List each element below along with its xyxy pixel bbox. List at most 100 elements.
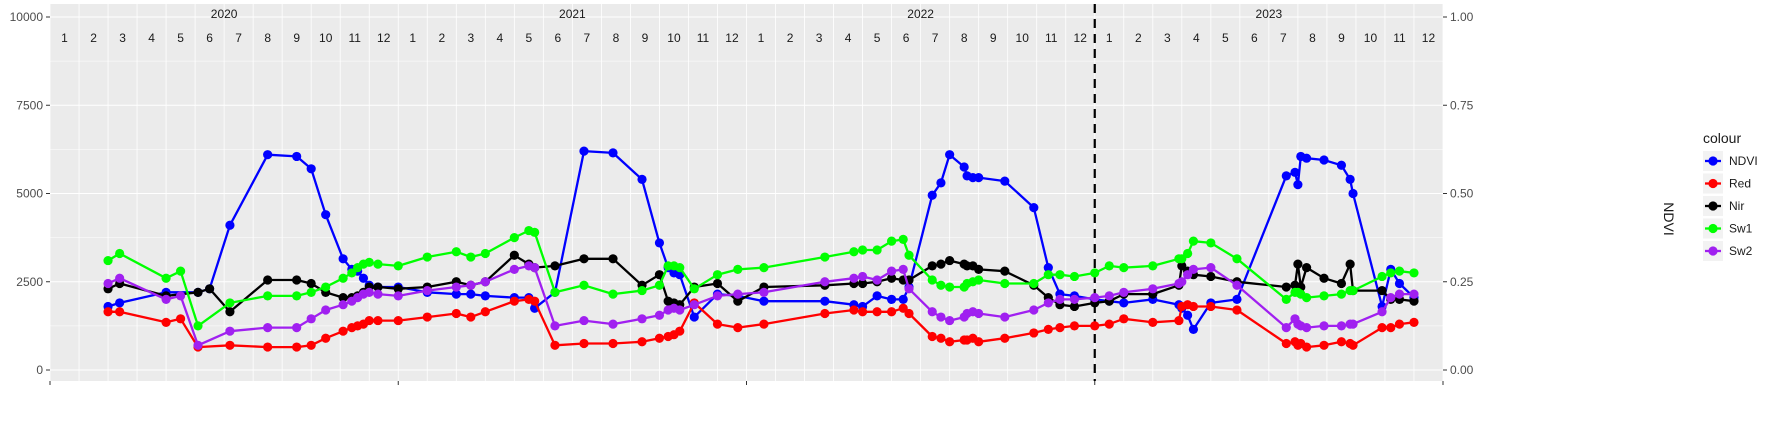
data-point-red (904, 308, 914, 319)
data-point-ndvi (579, 146, 589, 156)
month-label: 3 (1164, 31, 1171, 45)
data-point-sw2 (466, 280, 476, 290)
data-point-red (530, 296, 540, 306)
data-point-red (936, 333, 946, 343)
data-point-sw1 (338, 273, 348, 283)
data-point-sw1 (904, 250, 914, 260)
data-point-ndvi (689, 312, 699, 322)
data-point-ndvi (1119, 298, 1129, 308)
data-point-red (1000, 333, 1010, 343)
data-point-red (115, 307, 125, 317)
data-point-sw2 (451, 282, 461, 292)
data-point-red (103, 307, 113, 317)
data-point-sw2 (898, 264, 908, 274)
data-point-ndvi (358, 273, 369, 283)
data-point-red (1206, 301, 1216, 312)
data-point-red (306, 340, 316, 350)
data-point-nir (1206, 271, 1216, 282)
data-point-red (637, 337, 647, 347)
month-label: 2 (438, 31, 445, 45)
data-point-red (712, 319, 723, 329)
data-point-red (872, 307, 882, 317)
data-point-red (466, 312, 476, 322)
data-point-ndvi (1348, 188, 1358, 199)
month-label: 10 (319, 31, 333, 45)
data-point-ndvi (263, 150, 273, 160)
data-point-sw2 (936, 312, 946, 322)
data-point-sw2 (306, 314, 316, 324)
month-label: 1 (409, 31, 416, 45)
data-point-sw2 (1029, 305, 1039, 315)
data-point-red (1377, 323, 1387, 333)
data-point-red (550, 340, 560, 350)
data-point-nir (1069, 301, 1080, 312)
data-point-ndvi (321, 210, 331, 220)
month-label: 11 (697, 31, 710, 45)
data-point-sw1 (263, 291, 273, 301)
data-point-red (579, 338, 589, 349)
year-label: 2023 (1256, 7, 1283, 21)
legend-label: NDVI (1729, 154, 1758, 168)
data-point-sw2 (1206, 263, 1216, 273)
month-label: 9 (1338, 31, 1345, 45)
month-label: 11 (1393, 31, 1406, 45)
data-point-red (1119, 314, 1129, 324)
data-point-sw2 (292, 323, 302, 333)
data-point-nir (712, 278, 723, 289)
data-point-nir (936, 259, 946, 269)
series-sw1 (103, 225, 1419, 331)
month-label: 12 (725, 31, 739, 45)
data-point-sw1 (1336, 289, 1347, 299)
data-point-sw1 (193, 321, 203, 331)
data-point-ndvi (927, 190, 937, 200)
data-point-nir (393, 284, 403, 294)
series-red (103, 294, 1419, 352)
data-point-sw2 (675, 305, 685, 315)
data-point-sw1 (225, 298, 235, 308)
data-point-nir (1319, 273, 1329, 283)
data-point-sw1 (1119, 263, 1129, 273)
data-point-sw2 (321, 305, 331, 315)
legend-label: Sw2 (1729, 244, 1753, 258)
data-point-ndvi (1302, 153, 1312, 163)
data-point-sw1 (1000, 278, 1010, 289)
y-tick-label: 0 (36, 363, 43, 377)
data-point-red (1174, 315, 1184, 326)
data-point-sw1 (898, 234, 908, 244)
data-point-sw1 (1377, 271, 1387, 282)
data-point-sw1 (887, 236, 897, 246)
data-point-sw2 (887, 266, 897, 276)
data-point-sw1 (292, 291, 302, 301)
data-point-ndvi (480, 291, 490, 301)
data-point-red (1281, 338, 1291, 349)
data-point-red (1188, 301, 1199, 312)
data-point-sw2 (193, 340, 203, 350)
data-point-red (820, 308, 830, 319)
data-point-sw1 (637, 285, 647, 296)
data-point-red (338, 326, 348, 336)
month-label: 8 (613, 31, 620, 45)
month-label: 2 (1135, 31, 1142, 45)
data-point-sw2 (1232, 280, 1242, 290)
legend-label: Red (1729, 177, 1751, 191)
data-point-sw2 (364, 287, 374, 297)
data-point-ndvi (1345, 174, 1355, 184)
data-point-sw2 (872, 275, 882, 285)
data-point-red (1055, 323, 1065, 333)
data-point-ndvi (936, 178, 946, 188)
data-point-sw1 (1319, 291, 1329, 301)
data-point-sw2 (422, 285, 432, 296)
data-point-ndvi (898, 294, 908, 304)
data-point-ndvi (959, 162, 969, 172)
data-point-sw1 (579, 280, 589, 290)
data-point-sw1 (733, 264, 743, 274)
data-point-sw1 (466, 252, 476, 262)
data-point-sw2 (1377, 307, 1387, 317)
month-label: 6 (206, 31, 213, 45)
data-point-red (1148, 317, 1158, 327)
data-point-sw2 (1177, 277, 1187, 287)
data-point-red (1069, 321, 1080, 331)
data-point-nir (263, 275, 273, 285)
data-point-sw2 (849, 273, 859, 283)
data-point-sw2 (974, 308, 984, 319)
